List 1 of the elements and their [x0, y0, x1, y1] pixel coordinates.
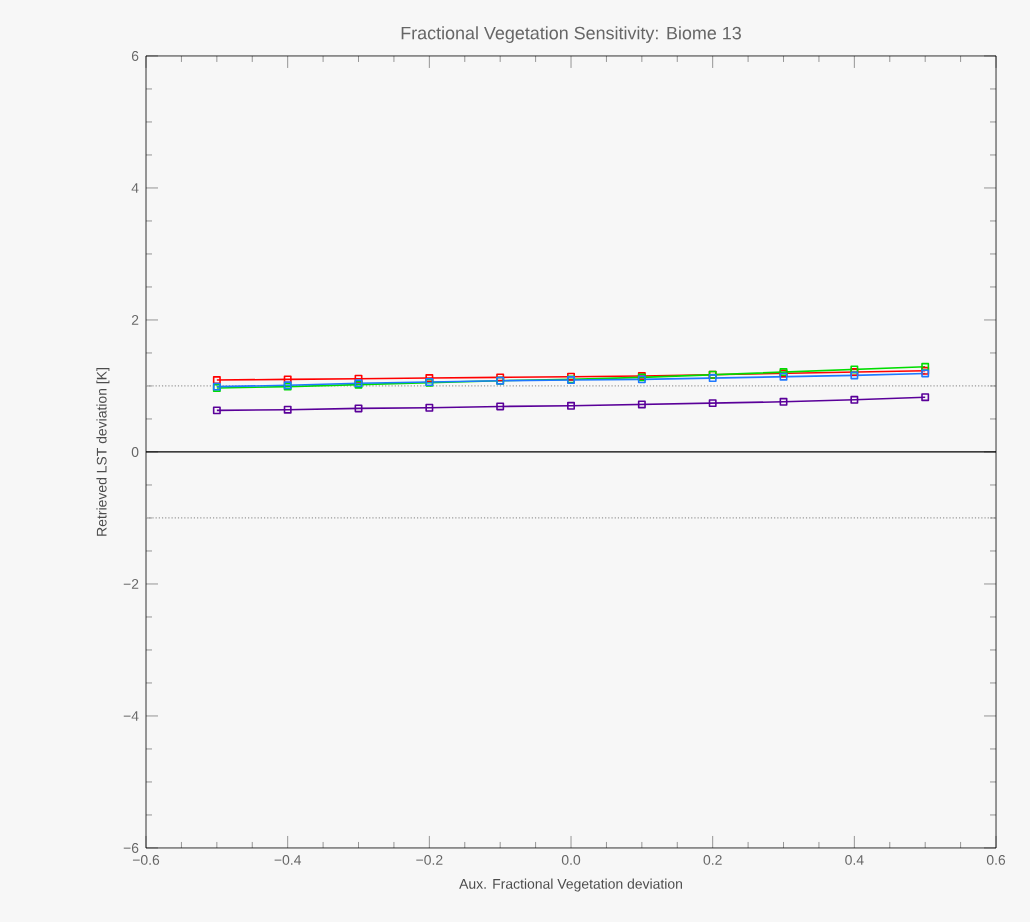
chart-title: Fractional Vegetation Sensitivity: Biome 13 [401, 26, 741, 43]
